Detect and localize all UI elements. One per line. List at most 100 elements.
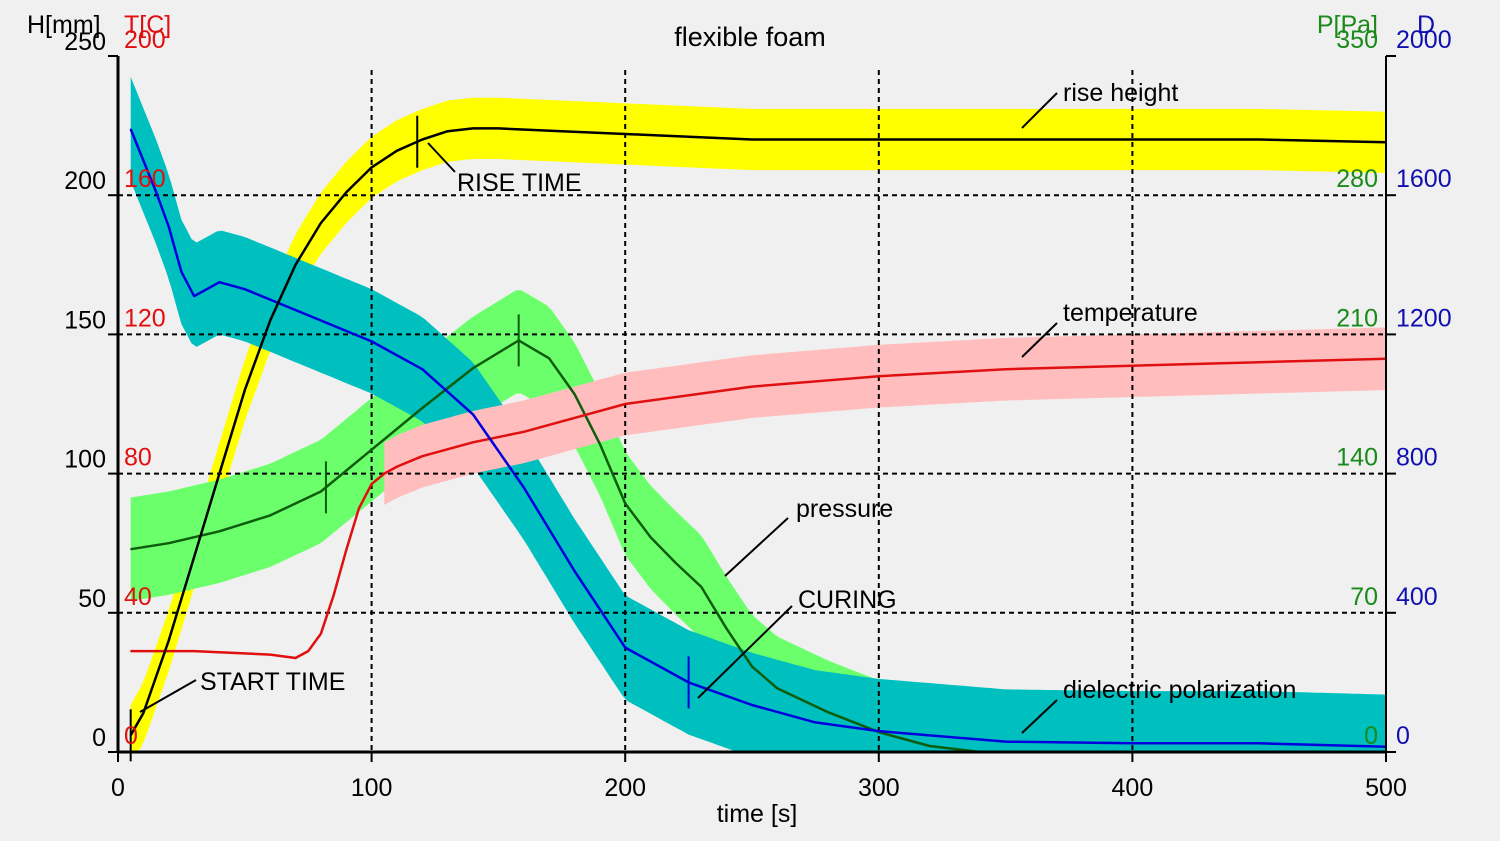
- t-tick-label: 160: [124, 165, 166, 193]
- point-temperature: [294, 657, 297, 659]
- point-pressure: [928, 745, 931, 747]
- t-tick-label: 40: [124, 583, 152, 611]
- x-tick-label: 100: [351, 774, 393, 802]
- point-dielectric-polarization: [269, 299, 271, 301]
- point-pressure: [827, 711, 829, 713]
- p-axis-label: P[Pa]: [1317, 11, 1378, 39]
- point-temperature: [1005, 368, 1007, 370]
- p-tick-label: 140: [1336, 444, 1378, 472]
- point-rise-height: [561, 130, 563, 132]
- point-rise-height: [218, 473, 220, 475]
- point-rise-height: [396, 150, 398, 152]
- annotation-leader-pressure: [724, 517, 789, 577]
- d-tick-label: 2000: [1396, 26, 1452, 54]
- point-dielectric-polarization: [155, 191, 157, 193]
- point-dielectric-polarization: [130, 128, 132, 130]
- point-pressure: [624, 502, 626, 504]
- p-tick-label: 280: [1336, 165, 1378, 193]
- point-rise-height: [244, 389, 246, 391]
- point-dielectric-polarization: [218, 281, 220, 283]
- point-rise-height: [421, 138, 423, 141]
- t-axis-label: T[C]: [124, 11, 171, 39]
- h-axis-label: H[mm]: [27, 11, 101, 39]
- point-temperature: [333, 594, 335, 597]
- point-pressure: [548, 357, 550, 359]
- point-temperature: [320, 633, 322, 635]
- point-pressure: [269, 514, 271, 517]
- point-pressure: [421, 407, 423, 409]
- point-rise-height: [142, 712, 144, 714]
- point-temperature: [371, 483, 373, 485]
- h-tick-label: 250: [64, 28, 106, 56]
- point-temperature: [193, 650, 195, 652]
- series-lines: [129, 127, 1387, 754]
- annotation-dielectric-polarization: dielectric polarization: [1063, 676, 1296, 704]
- point-pressure: [168, 542, 170, 544]
- h-tick-label: 100: [64, 446, 106, 474]
- annotation-curing: CURING: [798, 586, 897, 614]
- point-dielectric-polarization: [472, 413, 474, 415]
- h-tick-label: 200: [64, 167, 106, 195]
- point-rise-height: [193, 556, 195, 558]
- annotations: rise height RISE TIME temperature pressu…: [139, 79, 1296, 734]
- point-temperature: [396, 466, 398, 468]
- point-temperature: [878, 375, 880, 377]
- annotation-leader-rise-time: [427, 142, 456, 173]
- x-axis-label: time [s]: [717, 800, 798, 828]
- annotation-leader-rise-height: [1021, 92, 1058, 129]
- point-rise-height: [472, 127, 474, 129]
- point-temperature: [573, 417, 576, 419]
- point-temperature: [421, 455, 423, 457]
- annotation-rise-time: RISE TIME: [457, 169, 582, 197]
- point-dielectric-polarization: [878, 730, 880, 732]
- d-tick-label: 800: [1396, 444, 1438, 472]
- annotation-rise-height: rise height: [1063, 79, 1178, 107]
- point-temperature: [472, 441, 474, 443]
- point-pressure: [472, 367, 474, 369]
- point-pressure: [218, 530, 220, 532]
- annotation-start-time: START TIME: [200, 668, 345, 696]
- point-rise-height: [624, 133, 626, 135]
- confidence-bands: [130, 76, 1387, 753]
- point-temperature: [269, 654, 271, 656]
- point-rise-height: [878, 138, 880, 141]
- line-dielectric-polarization: [129, 128, 1387, 749]
- point-pressure: [599, 443, 601, 445]
- point-dielectric-polarization: [244, 288, 246, 290]
- point-rise-height: [1005, 138, 1007, 141]
- annotation-temperature: temperature: [1063, 299, 1198, 327]
- point-dielectric-polarization: [1005, 741, 1007, 743]
- point-pressure: [726, 628, 728, 630]
- d-tick-label: 1600: [1396, 165, 1452, 193]
- point-temperature: [751, 386, 753, 388]
- x-tick-label: 200: [604, 774, 646, 802]
- p-tick-label: 70: [1350, 583, 1378, 611]
- point-dielectric-polarization: [523, 486, 525, 489]
- p-tick-label: 0: [1364, 722, 1378, 750]
- point-temperature: [307, 650, 309, 652]
- annotation-pressure: pressure: [796, 495, 893, 523]
- annotation-leader-dielectric: [1021, 699, 1058, 734]
- point-temperature: [523, 431, 525, 433]
- point-dielectric-polarization: [180, 271, 182, 273]
- point-temperature: [1258, 361, 1260, 363]
- d-tick-label: 0: [1396, 722, 1410, 750]
- p-tick-label: 350: [1336, 26, 1378, 54]
- point-dielectric-polarization: [624, 647, 626, 649]
- point-dielectric-polarization: [1131, 742, 1133, 744]
- annotation-leader-start-time: [139, 679, 197, 713]
- h-tick-label: 50: [78, 585, 106, 613]
- point-temperature: [383, 473, 385, 475]
- point-pressure: [700, 586, 702, 588]
- annotation-leader-temperature: [1021, 322, 1058, 358]
- point-temperature: [130, 650, 132, 652]
- point-dielectric-polarization: [421, 368, 423, 370]
- chart-title: flexible foam: [674, 22, 826, 52]
- point-rise-height: [447, 130, 449, 132]
- point-pressure: [776, 687, 779, 690]
- point-pressure: [675, 562, 677, 564]
- p-tick-label: 210: [1336, 304, 1378, 332]
- t-tick-label: 80: [124, 444, 152, 472]
- h-tick-label: 0: [92, 724, 106, 752]
